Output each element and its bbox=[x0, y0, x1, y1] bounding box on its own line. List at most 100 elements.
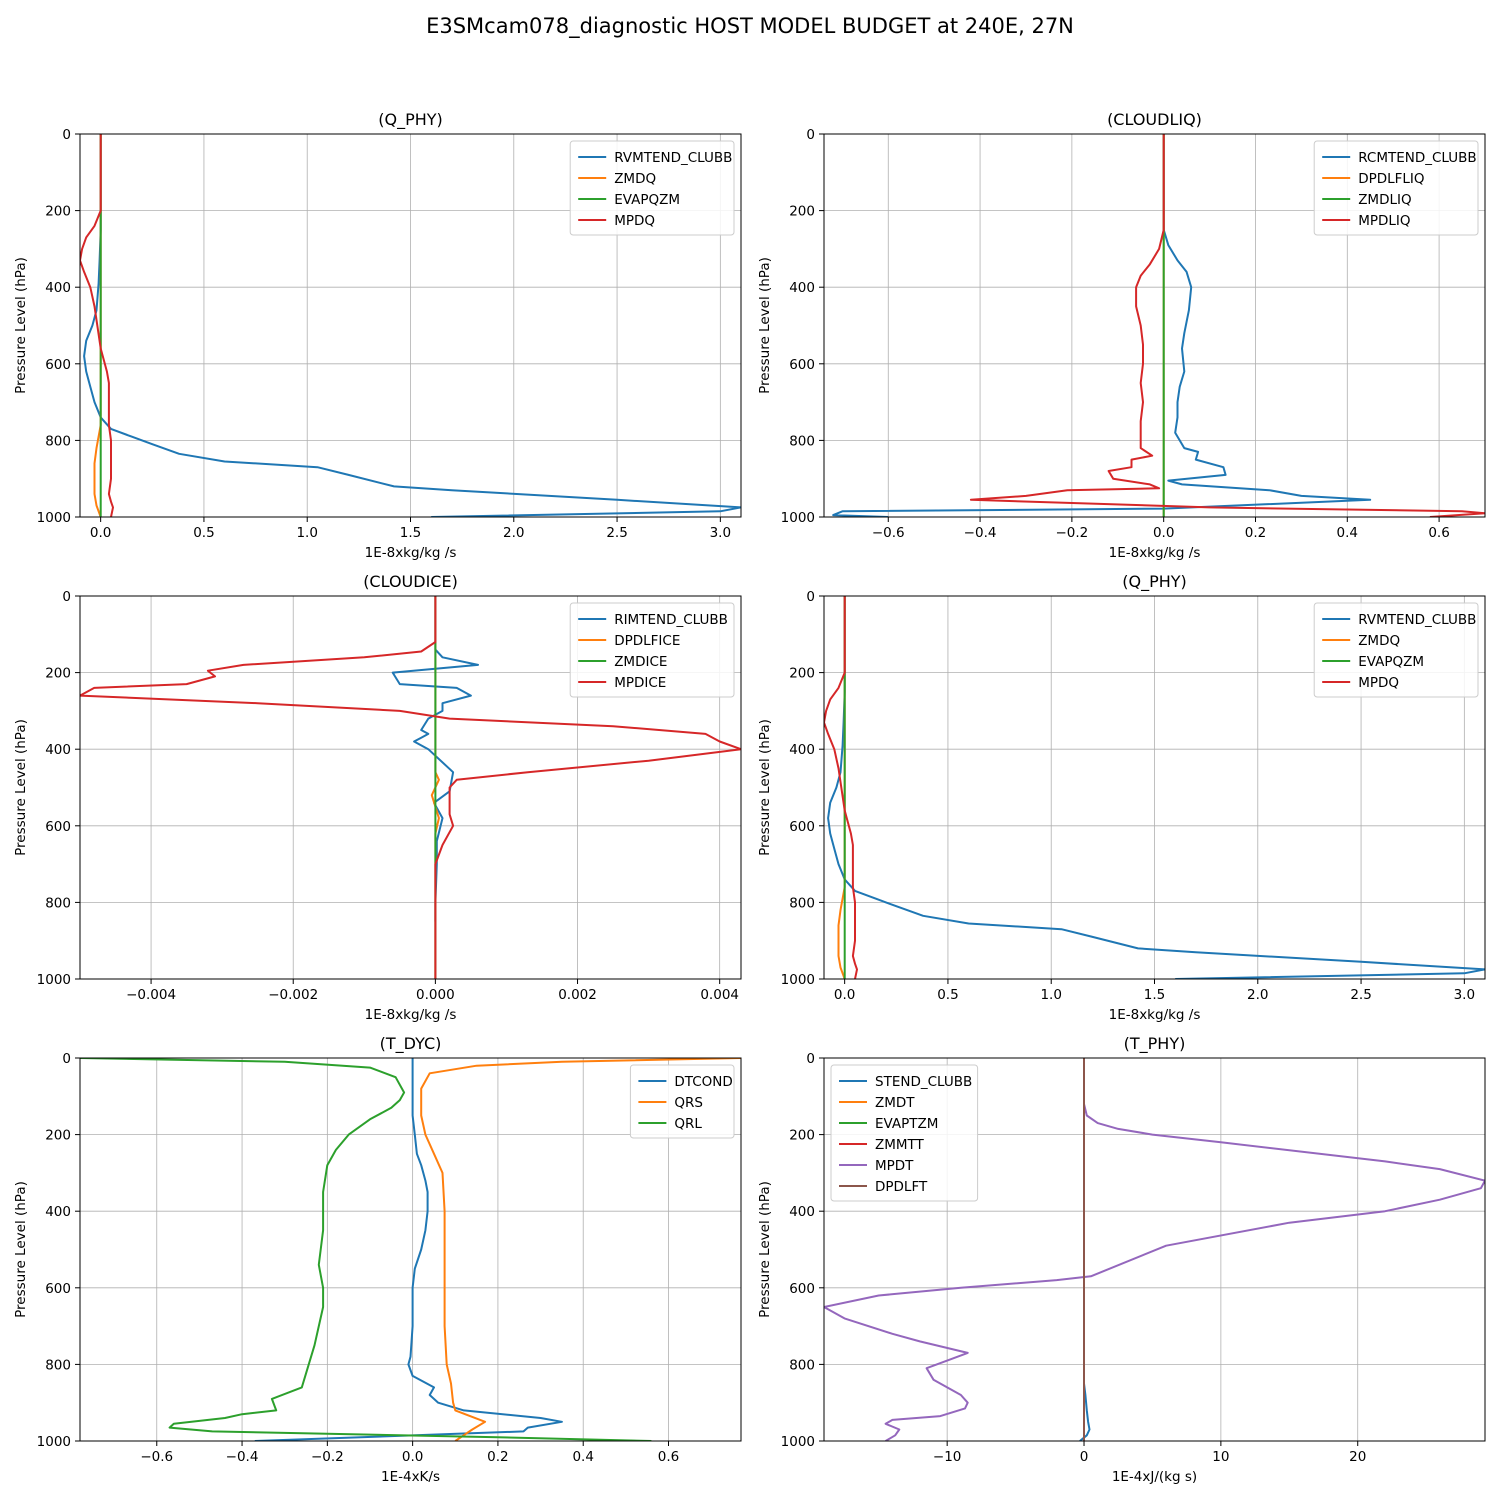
figure-title: E3SMcam078_diagnostic HOST MODEL BUDGET … bbox=[426, 14, 1074, 38]
x-tick-label: 0.4 bbox=[572, 1449, 593, 1465]
x-tick-label: −0.2 bbox=[311, 1449, 344, 1465]
x-axis-label: 1E-8xkg/kg /s bbox=[1109, 1007, 1201, 1023]
axes-frame bbox=[79, 1057, 742, 1442]
y-tick-label: 400 bbox=[789, 1204, 815, 1220]
series-line-rvmtend-clubb bbox=[83, 134, 741, 517]
subplot-title: (T_DYC) bbox=[380, 1034, 442, 1054]
legend-label: RCMTEND_CLUBB bbox=[1358, 150, 1476, 166]
y-tick-label: 200 bbox=[45, 204, 71, 220]
y-tick-label: 800 bbox=[45, 1357, 71, 1373]
axes-frame bbox=[823, 1057, 1486, 1442]
y-tick-label: 0 bbox=[806, 589, 815, 605]
x-tick-label: 1.0 bbox=[296, 525, 317, 541]
x-tick-label: 0.004 bbox=[700, 987, 739, 1003]
axes-frame bbox=[79, 595, 742, 980]
y-axis-label: Pressure Level (hPa) bbox=[13, 719, 29, 856]
x-tick-label: −0.4 bbox=[964, 525, 997, 541]
legend-label: EVAPQZM bbox=[614, 192, 680, 208]
legend: RVMTEND_CLUBB ZMDQ EVAPQZM MPDQ bbox=[569, 140, 735, 236]
x-tick-label: 0.5 bbox=[937, 987, 958, 1003]
subplot-title: (CLOUDLIQ) bbox=[1107, 110, 1202, 129]
y-tick-label: 200 bbox=[45, 666, 71, 682]
x-tick-label: 10 bbox=[1212, 1449, 1229, 1465]
series-line-rcmtend-clubb bbox=[832, 134, 1372, 517]
legend: STEND_CLUBB ZMDT EVAPTZM ZMMTT MPDT DPDLFT bbox=[830, 1064, 979, 1202]
series-line-qrs bbox=[420, 1058, 741, 1441]
x-tick-label: −0.6 bbox=[872, 525, 905, 541]
x-axis-label: 1E-8xkg/kg /s bbox=[365, 545, 457, 561]
y-tick-label: 200 bbox=[789, 204, 815, 220]
x-tick-label: 20 bbox=[1349, 1449, 1366, 1465]
y-tick-label: 200 bbox=[789, 666, 815, 682]
x-tick-label: 1.0 bbox=[1040, 987, 1061, 1003]
legend-label: MPDQ bbox=[614, 213, 655, 229]
y-tick-label: 600 bbox=[45, 1281, 71, 1297]
y-tick-label: 600 bbox=[789, 1281, 815, 1297]
x-tick-label: 1.5 bbox=[400, 525, 421, 541]
series-line-qrl bbox=[80, 1058, 652, 1441]
legend-label: ZMDQ bbox=[614, 171, 656, 187]
y-tick-label: 0 bbox=[62, 1051, 71, 1067]
x-tick-label: −0.004 bbox=[126, 987, 176, 1003]
x-tick-label: 3.0 bbox=[710, 525, 731, 541]
legend-label: ZMMTT bbox=[875, 1137, 925, 1153]
x-tick-label: −0.6 bbox=[140, 1449, 173, 1465]
legend-label: ZMDQ bbox=[1358, 633, 1400, 649]
series-line-mpdq bbox=[80, 134, 114, 517]
subplot-5: −0.6 −0.4 −0.2 0.0 0.2 0.4 0.6 0 200 400 600 800 100… bbox=[13, 1034, 742, 1485]
x-tick-label: 0.0 bbox=[90, 525, 111, 541]
x-axis-label: 1E-4xK/s bbox=[381, 1469, 440, 1485]
y-axis-label: Pressure Level (hPa) bbox=[757, 1181, 773, 1318]
subplot-title: (CLOUDICE) bbox=[363, 572, 458, 591]
subplot-1: 0.0 0.5 1.0 1.5 2.0 2.5 3.0 0 200 400 600 800 1000 (Q… bbox=[13, 110, 742, 561]
y-tick-label: 0 bbox=[62, 589, 71, 605]
y-tick-label: 400 bbox=[45, 1204, 71, 1220]
x-tick-label: 0 bbox=[1080, 1449, 1089, 1465]
x-tick-label: −0.2 bbox=[1055, 525, 1088, 541]
y-tick-label: 1000 bbox=[37, 510, 71, 526]
subplot-title: (T_PHY) bbox=[1124, 1034, 1186, 1054]
legend: RIMTEND_CLUBB DPDLFICE ZMDICE MPDICE bbox=[569, 602, 735, 698]
subplot-title: (Q_PHY) bbox=[1122, 572, 1187, 592]
legend: RCMTEND_CLUBB DPDLFLIQ ZMDLIQ MPDLIQ bbox=[1313, 140, 1479, 236]
axes-frame bbox=[823, 133, 1486, 518]
x-tick-label: 2.5 bbox=[606, 525, 627, 541]
y-tick-label: 800 bbox=[789, 433, 815, 449]
series-line-mpdliq bbox=[969, 134, 1485, 517]
legend-label: MPDT bbox=[875, 1158, 914, 1174]
subplot-3: −0.004 −0.002 0.000 0.002 0.004 0 200 400 600 800… bbox=[13, 572, 742, 1023]
y-tick-label: 600 bbox=[45, 819, 71, 835]
x-tick-label: −0.4 bbox=[226, 1449, 259, 1465]
legend-box bbox=[629, 1064, 735, 1139]
x-tick-label: 0.0 bbox=[402, 1449, 423, 1465]
legend-label: RIMTEND_CLUBB bbox=[614, 612, 728, 628]
y-tick-label: 0 bbox=[62, 127, 71, 143]
legend-label: DTCOND bbox=[674, 1074, 732, 1090]
x-tick-label: 0.2 bbox=[487, 1449, 508, 1465]
y-tick-label: 1000 bbox=[781, 1434, 815, 1450]
y-tick-label: 200 bbox=[45, 1128, 71, 1144]
y-tick-label: 800 bbox=[45, 433, 71, 449]
legend-label: RVMTEND_CLUBB bbox=[614, 150, 732, 166]
y-tick-label: 600 bbox=[789, 357, 815, 373]
x-axis-label: 1E-8xkg/kg /s bbox=[1109, 545, 1201, 561]
y-tick-label: 400 bbox=[789, 280, 815, 296]
legend-box bbox=[830, 1064, 979, 1202]
y-axis-label: Pressure Level (hPa) bbox=[757, 257, 773, 394]
y-tick-label: 1000 bbox=[37, 972, 71, 988]
x-tick-label: 2.0 bbox=[1247, 987, 1268, 1003]
subplot-6: −10 0 10 2002004006008001000(T_PHY)1E-4xJ/(… bbox=[757, 1034, 1486, 1485]
y-tick-label: 400 bbox=[45, 280, 71, 296]
y-tick-label: 1000 bbox=[781, 510, 815, 526]
legend-label: ZMDT bbox=[875, 1095, 915, 1111]
x-tick-label: 0.2 bbox=[1245, 525, 1266, 541]
legend-label: MPDICE bbox=[614, 675, 666, 691]
legend-label: ZMDICE bbox=[614, 654, 667, 670]
y-tick-label: 400 bbox=[789, 742, 815, 758]
y-tick-label: 800 bbox=[45, 895, 71, 911]
x-tick-label: 0.6 bbox=[1428, 525, 1449, 541]
x-tick-label: 0.0 bbox=[834, 987, 855, 1003]
x-tick-label: 0.0 bbox=[1153, 525, 1174, 541]
